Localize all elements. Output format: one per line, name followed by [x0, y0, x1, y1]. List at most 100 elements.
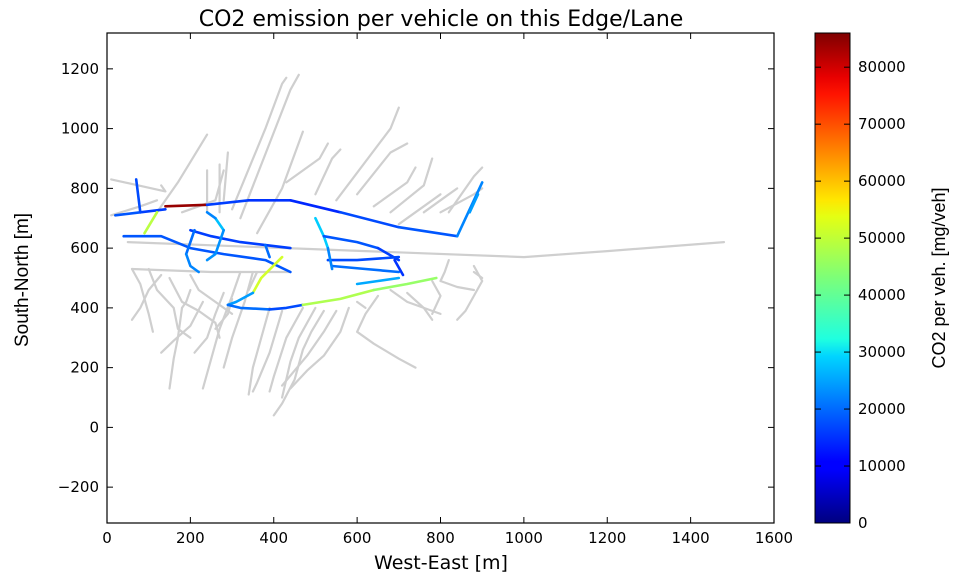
- edge-colored-19: [205, 211, 217, 220]
- edge-colored-31: [355, 276, 401, 286]
- colorbar: [814, 32, 851, 524]
- colorbar-tick-label: 20000: [858, 400, 906, 418]
- y-tick-label: 400: [70, 299, 99, 317]
- colorbar-tick-label: 0: [858, 514, 868, 532]
- edge-no-data-30: [168, 306, 184, 390]
- edge-no-data-1: [110, 178, 167, 193]
- edge-no-data-35: [247, 306, 271, 396]
- x-tick-label: 800: [426, 529, 455, 547]
- colorbar-ticks: 0 10000 20000 30000 40000 50000 60000 70000 8000…: [815, 58, 906, 532]
- edge-no-data-9: [239, 73, 300, 220]
- edge-no-data-36: [251, 309, 284, 393]
- edge-no-data-50: [472, 270, 484, 280]
- edge-no-data-7: [222, 151, 229, 202]
- edge-no-data-11: [285, 142, 329, 184]
- x-tick-label: 1000: [505, 529, 543, 547]
- edge-colored-24: [301, 288, 376, 307]
- edge-colored-21: [226, 291, 255, 307]
- edge-no-data-8: [231, 76, 288, 211]
- x-tick-label: 0: [102, 529, 112, 547]
- network-edges-colored: [114, 178, 484, 311]
- edge-no-data-47: [439, 279, 475, 292]
- edge-no-data-46: [431, 279, 442, 315]
- edge-colored-1: [139, 208, 167, 214]
- edge-no-data-18: [422, 187, 459, 214]
- colorbar-tick-label: 40000: [858, 286, 906, 304]
- edge-no-data-27: [160, 300, 204, 354]
- edge-no-data-44: [389, 288, 434, 321]
- edge-no-data-4: [180, 169, 225, 214]
- edge-colored-16: [184, 252, 200, 274]
- y-tick-label: 600: [70, 239, 99, 257]
- edge-colored-27: [322, 234, 380, 250]
- edge-colored-13: [189, 228, 292, 250]
- edge-colored-15: [184, 228, 196, 256]
- x-tick-label: 1400: [672, 529, 710, 547]
- edge-colored-23: [268, 303, 305, 311]
- edge-colored-17: [214, 216, 225, 232]
- edge-no-data-31: [180, 288, 192, 309]
- edge-no-data-32: [201, 270, 242, 390]
- colorbar-tick-label: 60000: [858, 172, 906, 190]
- edge-no-data-33: [222, 270, 254, 369]
- y-axis-title: South-North [m]: [12, 213, 33, 347]
- edge-colored-18: [205, 228, 225, 262]
- x-tick-label: 1600: [755, 529, 793, 547]
- edge-no-data-40: [281, 309, 338, 387]
- edge-no-data-15: [372, 166, 417, 208]
- colorbar-tick-label: 70000: [858, 115, 906, 133]
- edge-colored-11: [468, 193, 480, 214]
- x-tick-label: 600: [343, 529, 372, 547]
- edge-no-data-21: [130, 267, 292, 274]
- edge-no-data-26: [189, 273, 234, 315]
- y-tick-label: 0: [89, 418, 99, 436]
- x-axis-title: West-East [m]: [374, 552, 508, 574]
- edge-colored-20: [251, 255, 284, 295]
- x-tick-label: 1200: [588, 529, 626, 547]
- edge-no-data-3: [155, 133, 209, 214]
- edge-colored-0: [114, 211, 142, 217]
- edge-no-data-20: [447, 166, 484, 214]
- edge-colored-8: [339, 211, 401, 229]
- edge-no-data-13: [335, 106, 400, 202]
- edge-colored-3: [143, 211, 159, 235]
- edge-colored-5: [205, 199, 250, 207]
- y-tick-label: 800: [70, 179, 99, 197]
- edge-colored-25: [372, 276, 438, 292]
- edge-no-data-43: [356, 294, 417, 369]
- edge-no-data-37: [268, 306, 304, 393]
- plot-area: [106, 32, 775, 524]
- chart-title: CO2 emission per vehicle on this Edge/La…: [199, 7, 684, 32]
- edge-colored-4: [164, 203, 209, 208]
- edge-no-data-14: [356, 142, 409, 196]
- edge-no-data-10: [256, 130, 304, 235]
- edge-no-data-34: [247, 270, 259, 292]
- x-tick-label: 200: [176, 529, 205, 547]
- x-axis: 0 200 400 600 800 1000 1200 1400 1600: [102, 33, 793, 547]
- x-tick-label: 400: [259, 529, 288, 547]
- edge-colored-32: [393, 258, 405, 277]
- edge-no-data-42: [356, 300, 367, 309]
- edge-no-data-16: [389, 157, 434, 214]
- edge-no-data-24: [130, 273, 163, 321]
- edge-colored-7: [289, 199, 342, 214]
- edge-colored-12: [122, 234, 292, 274]
- colorbar-title: CO2 per veh. [mg/veh]: [929, 187, 949, 368]
- edge-no-data-45: [406, 291, 442, 315]
- edge-no-data-17: [397, 193, 442, 226]
- y-tick-label: 1200: [61, 60, 99, 78]
- y-tick-label: 200: [70, 359, 99, 377]
- edge-colored-33: [326, 246, 334, 271]
- edge-colored-14: [264, 243, 271, 259]
- edge-no-data-49: [439, 259, 450, 283]
- colorbar-tick-label: 30000: [858, 343, 906, 361]
- edge-no-data-28: [193, 291, 225, 354]
- edge-colored-2: [134, 178, 142, 214]
- y-tick-label: 1000: [61, 120, 99, 138]
- edge-colored-9: [397, 225, 459, 238]
- edge-no-data-12: [314, 148, 342, 196]
- y-axis: −200 0 200 400 600 800 1000 1200: [58, 60, 774, 496]
- edge-colored-29: [326, 255, 401, 262]
- edge-no-data-0: [126, 241, 726, 259]
